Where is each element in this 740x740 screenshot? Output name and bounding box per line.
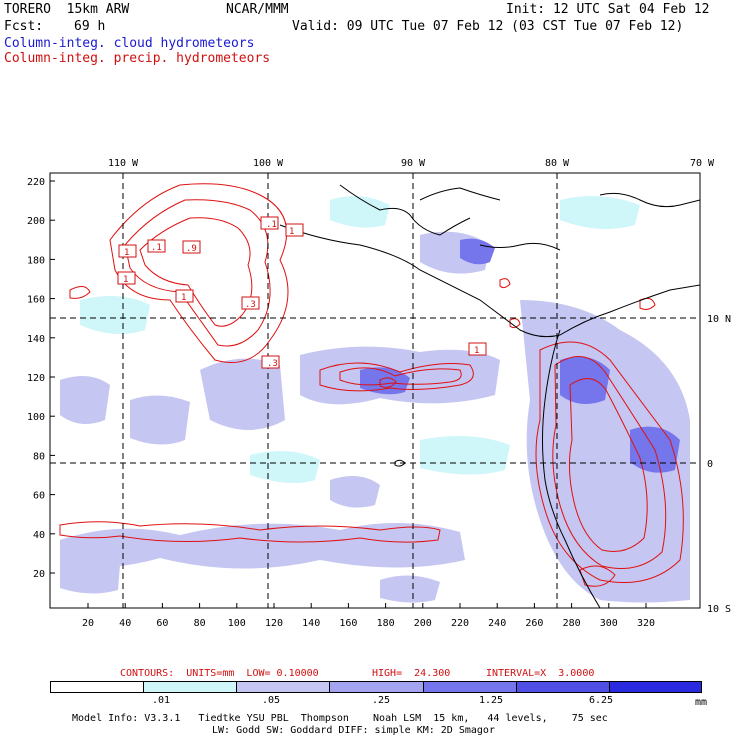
legend-cloud: Column-integ. cloud hydrometeors bbox=[4, 36, 255, 51]
org-label: NCAR/MMM bbox=[226, 2, 289, 17]
right-latitude-labels: 10 N 0 10 S bbox=[707, 314, 731, 615]
x-tick-label: 180 bbox=[377, 618, 395, 629]
contour-labels: 1 1 .1 1 .9 .3 .1 1 .3 1 1 bbox=[117, 216, 487, 369]
lon-label: 70 W bbox=[690, 158, 715, 169]
model-title: TORERO 15km ARW bbox=[4, 2, 130, 17]
y-tick-label: 20 bbox=[33, 569, 45, 580]
top-longitude-labels: 110 W 100 W 90 W 80 W 70 W bbox=[108, 158, 715, 169]
contour-label: 1 bbox=[124, 248, 129, 258]
footer-model-info: Model Info: V3.3.1 Tiedtke YSU PBL Thomp… bbox=[72, 713, 608, 724]
contour-label: 1 bbox=[123, 275, 128, 285]
x-tick-label: 120 bbox=[265, 618, 283, 629]
weather-map: 1 1 .1 1 .9 .3 .1 1 .3 1 1 110 W 100 W bbox=[27, 158, 731, 629]
x-tick-label: 140 bbox=[302, 618, 320, 629]
contour-label: .1 bbox=[266, 220, 277, 230]
colorbar-unit: mm bbox=[695, 697, 708, 708]
x-axis-ticks: 20 40 60 80 100 120 140 160 180 200 220 240 260 280 30… bbox=[82, 603, 655, 629]
colorbar-label: .25 bbox=[372, 695, 391, 706]
y-tick-label: 180 bbox=[27, 255, 45, 266]
x-tick-label: 300 bbox=[600, 618, 618, 629]
y-tick-label: 80 bbox=[33, 451, 45, 462]
x-tick-label: 100 bbox=[228, 618, 246, 629]
fcst-value: 69 h bbox=[74, 19, 106, 34]
contour-label: 1 bbox=[289, 227, 294, 237]
x-tick-label: 160 bbox=[339, 618, 357, 629]
map-frame bbox=[49, 172, 701, 609]
y-tick-label: 120 bbox=[27, 373, 45, 384]
lat-label: 10 S bbox=[707, 604, 731, 615]
contours-units: CONTOURS: UNITS=mm LOW= 0.10000 bbox=[120, 668, 319, 679]
contour-label: .9 bbox=[186, 244, 197, 254]
colorbar-label: 1.25 bbox=[479, 695, 504, 706]
lon-label: 90 W bbox=[401, 158, 426, 169]
cloud-field-dark bbox=[360, 238, 680, 473]
y-tick-label: 140 bbox=[27, 334, 45, 345]
colorbar-frame bbox=[50, 681, 702, 693]
x-tick-label: 260 bbox=[525, 618, 543, 629]
colorbar-swatch bbox=[422, 681, 516, 693]
y-tick-label: 40 bbox=[33, 530, 45, 541]
colorbar-label: .05 bbox=[262, 695, 281, 706]
lon-label: 100 W bbox=[253, 158, 284, 169]
y-tick-label: 60 bbox=[33, 491, 45, 502]
colorbar-swatch bbox=[329, 681, 423, 693]
x-tick-label: 40 bbox=[119, 618, 131, 629]
x-tick-label: 220 bbox=[451, 618, 469, 629]
legend-precip: Column-integ. precip. hydrometeors bbox=[4, 51, 271, 66]
colorbar-swatch bbox=[608, 681, 702, 693]
x-tick-label: 80 bbox=[194, 618, 206, 629]
lat-label: 0 bbox=[707, 459, 713, 470]
y-tick-label: 220 bbox=[27, 177, 45, 188]
colorbar-swatch bbox=[143, 681, 237, 693]
x-tick-label: 320 bbox=[637, 618, 655, 629]
fcst-label: Fcst: bbox=[4, 19, 44, 34]
x-tick-label: 240 bbox=[488, 618, 506, 629]
contour-label: .1 bbox=[151, 243, 162, 253]
y-tick-label: 100 bbox=[27, 412, 45, 423]
init-time: Init: 12 UTC Sat 04 Feb 12 bbox=[506, 2, 710, 17]
contours-high: HIGH= 24.300 bbox=[372, 668, 451, 679]
precip-contours bbox=[59, 183, 684, 587]
colorbar-label: 6.25 bbox=[589, 695, 614, 706]
lon-label: 110 W bbox=[108, 158, 139, 169]
x-tick-label: 200 bbox=[414, 618, 432, 629]
y-tick-label: 160 bbox=[27, 295, 45, 306]
colorbar-label: .01 bbox=[152, 695, 171, 706]
colorbar-swatch bbox=[236, 681, 330, 693]
valid-time: Valid: 09 UTC Tue 07 Feb 12 (03 CST Tue … bbox=[292, 19, 684, 34]
lon-label: 80 W bbox=[545, 158, 570, 169]
contour-label: .3 bbox=[267, 359, 278, 369]
cloud-field-light bbox=[80, 196, 640, 484]
x-tick-label: 280 bbox=[563, 618, 581, 629]
contour-label: 1 bbox=[181, 293, 186, 303]
y-axis-ticks: 220 200 180 160 140 120 100 80 60 40 20 bbox=[27, 177, 55, 580]
y-tick-label: 200 bbox=[27, 216, 45, 227]
contour-label: 1 bbox=[474, 346, 479, 356]
colorbar-swatch bbox=[515, 681, 609, 693]
contours-interval: INTERVAL=X 3.0000 bbox=[486, 668, 595, 679]
lat-label: 10 N bbox=[707, 314, 731, 325]
coastlines bbox=[279, 184, 700, 608]
x-tick-label: 20 bbox=[82, 618, 94, 629]
x-tick-label: 60 bbox=[156, 618, 168, 629]
footer-physics: LW: Godd SW: Goddard DIFF: simple KM: 2D… bbox=[212, 725, 495, 736]
contour-label: .3 bbox=[245, 300, 256, 310]
